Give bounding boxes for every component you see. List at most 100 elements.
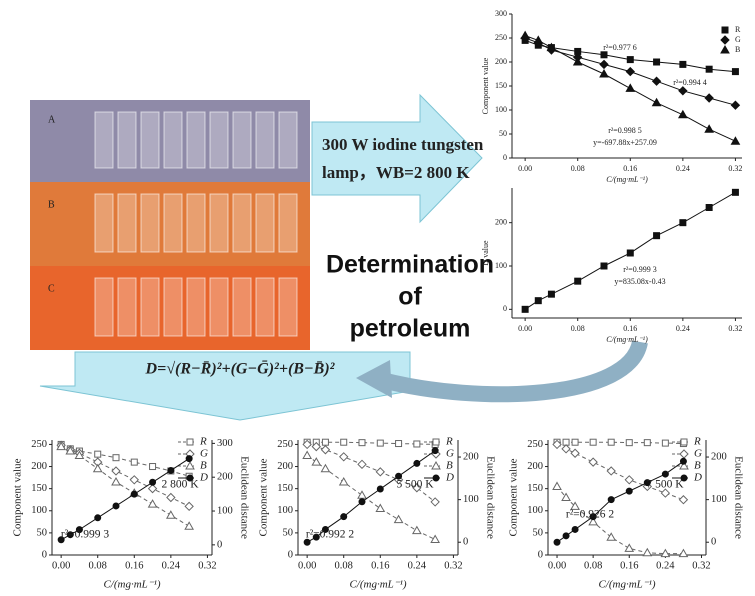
x-tick-label: 0.00 (518, 324, 532, 333)
vial (279, 278, 297, 336)
marker (706, 66, 712, 72)
marker (572, 526, 578, 532)
legend-label: R (735, 25, 741, 34)
y-tick-label: 100 (31, 505, 47, 516)
marker (662, 471, 668, 477)
x-axis-label: C/(mg·mL⁻¹) (606, 175, 648, 184)
marker (377, 440, 383, 446)
marker (732, 189, 738, 195)
x-tick-label: 0.08 (89, 560, 107, 571)
vial (164, 194, 182, 252)
formula: D=√(R−R̄)²+(G−Ḡ)²+(B−B̄)² (145, 359, 336, 378)
marker (600, 70, 608, 77)
marker (521, 32, 529, 39)
marker (680, 458, 686, 464)
x-tick-label: 0.24 (676, 324, 690, 333)
marker (607, 467, 615, 475)
center-title: petroleum (350, 315, 471, 343)
marker (535, 298, 541, 304)
vial (118, 194, 136, 252)
x-tick-label: 0.16 (623, 164, 637, 173)
legend-label: R (693, 436, 701, 448)
vial (141, 194, 159, 252)
legend-marker (721, 46, 729, 53)
y2-tick-label: 300 (217, 438, 233, 449)
vial (256, 278, 274, 336)
y-tick-label: 0 (503, 304, 507, 313)
x-tick-label: 0.16 (623, 324, 637, 333)
x-tick-label: 0.32 (692, 560, 710, 571)
marker (303, 451, 311, 458)
photo (30, 100, 310, 350)
y-tick-label: 150 (495, 81, 507, 90)
y-tick-label: 150 (277, 483, 293, 494)
y-tick-label: 250 (527, 439, 543, 450)
marker (168, 467, 174, 473)
x-tick-label: 0.32 (728, 324, 742, 333)
legend-marker (433, 439, 439, 445)
vial (187, 278, 205, 336)
marker (563, 533, 569, 539)
x-tick-label: 0.16 (371, 560, 389, 571)
marker (625, 476, 633, 484)
annotation: r²=0.977 6 (603, 43, 637, 52)
legend-label: D (445, 472, 454, 484)
vial (233, 278, 251, 336)
marker (376, 505, 384, 512)
legend-label: G (200, 448, 208, 460)
vial (95, 112, 113, 168)
annotation: 2 800 K (161, 479, 199, 491)
legend-label: B (446, 460, 453, 472)
marker (376, 468, 384, 476)
y-tick-label: 50 (37, 527, 48, 538)
arrow-text: lamp，WB=2 800 K (322, 163, 470, 182)
marker (644, 440, 650, 446)
marker (608, 439, 614, 445)
marker (654, 233, 660, 239)
marker (396, 441, 402, 447)
y-tick-label: 200 (31, 461, 47, 472)
vial (164, 278, 182, 336)
vial (141, 112, 159, 168)
marker (679, 111, 687, 118)
marker (150, 479, 156, 485)
legend-marker (722, 27, 728, 33)
marker (395, 516, 403, 523)
marker (662, 440, 668, 446)
marker (321, 465, 329, 472)
x-tick-label: 0.00 (518, 164, 532, 173)
x-tick-label: 0.08 (571, 164, 585, 173)
annotation: y=835.08x-0.43 (614, 277, 665, 286)
marker (131, 491, 137, 497)
center-title: of (398, 283, 422, 311)
y-axis-label: Component value (12, 458, 24, 536)
annotation: y=-697.88x+257.09 (593, 138, 657, 147)
vial (164, 112, 182, 168)
x-tick-label: 0.24 (656, 560, 675, 571)
annotation: r²=0.992 2 (306, 529, 355, 541)
marker (679, 87, 687, 95)
x-axis-label: C/(mg·mL⁻¹) (598, 579, 655, 591)
marker (112, 478, 120, 485)
y2-tick-label: 0 (463, 537, 468, 548)
vial (210, 278, 228, 336)
marker (679, 496, 687, 504)
vial (210, 112, 228, 168)
figure: A B C 300 W iodine tungsten lamp，WB=2 80… (0, 0, 755, 596)
x-tick-label: 0.08 (584, 560, 602, 571)
legend-marker (186, 462, 194, 469)
marker (571, 449, 579, 457)
marker (705, 125, 713, 132)
marker (359, 440, 365, 446)
y-tick-label: 250 (31, 439, 47, 450)
legend-label: B (694, 460, 701, 472)
vial (279, 194, 297, 252)
marker (312, 458, 320, 465)
vial (187, 194, 205, 252)
marker (731, 101, 739, 109)
annotation: 5 500 K (396, 479, 434, 491)
annotation: r²=0.998 5 (608, 126, 642, 135)
marker (113, 503, 119, 509)
y-tick-label: 0 (42, 549, 47, 560)
x-tick-label: 0.32 (198, 560, 216, 571)
